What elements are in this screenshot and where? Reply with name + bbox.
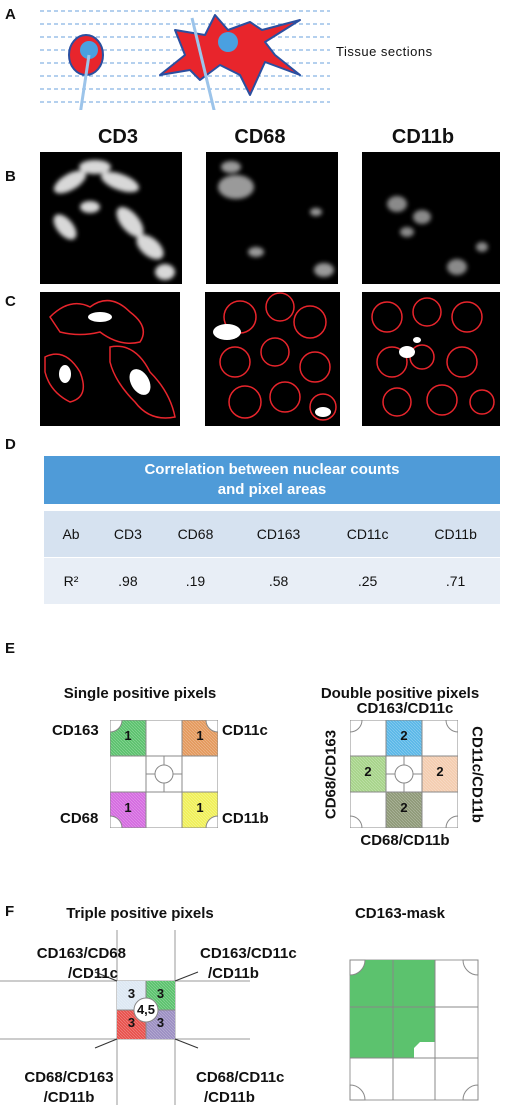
table-header-cell: CD68 <box>157 510 234 558</box>
table-header-cell: Ab <box>44 510 98 558</box>
lymphocyte-cell-icon <box>68 34 104 76</box>
table-cell: .19 <box>157 557 234 604</box>
table-title: Correlation between nuclear counts and p… <box>44 456 500 504</box>
triple-positive-title: Triple positive pixels <box>66 905 214 922</box>
triple-label-tl-line1: CD163/CD68 <box>36 945 126 962</box>
triple-label-bl-line1: CD68/CD163 <box>24 1069 114 1086</box>
table-header-cell: CD11c <box>323 510 412 558</box>
double-num-right: 2 <box>436 764 444 779</box>
table-cell: .71 <box>411 557 500 604</box>
tissue-sections-label: Tissue sections <box>336 44 433 59</box>
marker-title-cd68: CD68 <box>234 126 286 148</box>
single-num-tr: 1 <box>196 728 204 743</box>
double-num-bottom: 2 <box>400 800 408 815</box>
triple-positive-diagram <box>0 930 479 1105</box>
panel-letter-f: F <box>5 903 15 920</box>
table-cell: .58 <box>233 557 324 604</box>
micrograph-cd3 <box>40 152 182 284</box>
correlation-table: Ab CD3 CD68 CD163 CD11c CD11b R² .98 .19… <box>44 510 500 604</box>
panel-letter-a: A <box>5 6 16 23</box>
micrograph-cd11b <box>362 152 500 284</box>
triple-label-tl: CD163/CD68 /CD11c <box>16 944 126 984</box>
single-num-bl: 1 <box>124 800 132 815</box>
table-header-row: Ab CD3 CD68 CD163 CD11c CD11b <box>44 510 500 558</box>
triple-label-tr: CD163/CD11c /CD11b <box>200 944 297 984</box>
marker-title-cd11b: CD11b <box>391 126 455 148</box>
triple-label-tl-line2: /CD11c <box>67 965 118 982</box>
triple-center-label: 4,5 <box>136 1002 156 1017</box>
macrophage-cell-icon <box>159 14 301 96</box>
double-label-right: CD11c/CD11b <box>468 726 486 823</box>
cd163-mask-grid <box>349 959 479 1101</box>
table-cell: .25 <box>323 557 412 604</box>
panel-letter-b: B <box>5 168 16 185</box>
triple-label-tr-line2: /CD11b <box>208 965 259 982</box>
double-label-left: CD68/CD163 <box>322 729 340 820</box>
table-cell: .98 <box>98 557 158 604</box>
table-header-cell: CD11b <box>411 510 500 558</box>
micrograph-cd68 <box>206 152 338 284</box>
triple-num-tr: 3 <box>156 986 165 1001</box>
segmentation-cd3 <box>40 292 180 426</box>
triple-label-bl: CD68/CD163 /CD11b <box>14 1068 124 1108</box>
double-positive-grid <box>350 720 458 828</box>
table-row: R² .98 .19 .58 .25 .71 <box>44 557 500 604</box>
single-label-cd68: CD68 <box>60 810 99 827</box>
table-row-label: R² <box>44 557 98 604</box>
panel-letter-d: D <box>5 436 16 453</box>
single-num-tl: 1 <box>124 728 132 743</box>
panel-a-illustration <box>40 10 330 110</box>
double-num-left: 2 <box>364 764 372 779</box>
triple-label-tr-line1: CD163/CD11c <box>200 945 297 962</box>
double-label-bottom: CD68/CD11b <box>360 832 450 849</box>
single-label-cd11c: CD11c <box>222 722 268 739</box>
table-header-cell: CD163 <box>233 510 324 558</box>
single-label-cd163: CD163 <box>52 722 99 739</box>
table-header-cell: CD3 <box>98 510 158 558</box>
panel-letter-c: C <box>5 293 16 310</box>
table-title-line1: Correlation between nuclear counts <box>144 461 400 478</box>
segmentation-cd11b <box>362 292 500 426</box>
triple-num-tl: 3 <box>127 986 136 1001</box>
single-positive-grid <box>110 720 218 828</box>
double-label-top: CD163/CD11c <box>356 700 454 717</box>
triple-label-bl-line2: /CD11b <box>43 1089 95 1106</box>
table-title-line2: and pixel areas <box>217 481 327 498</box>
panel-letter-e: E <box>5 640 16 657</box>
triple-num-br: 3 <box>156 1015 165 1030</box>
triple-label-br-line2: /CD11b <box>204 1089 255 1106</box>
triple-label-br-line1: CD68/CD11c <box>196 1069 285 1086</box>
segmentation-cd68 <box>205 292 340 426</box>
single-label-cd11b: CD11b <box>222 810 269 827</box>
triple-label-br: CD68/CD11c /CD11b <box>196 1068 284 1108</box>
triple-num-bl: 3 <box>127 1015 136 1030</box>
double-positive-title: Double positive pixels <box>320 685 480 702</box>
cd163-mask-title: CD163-mask <box>354 905 446 922</box>
single-num-br: 1 <box>196 800 204 815</box>
marker-title-cd3: CD3 <box>97 126 138 148</box>
single-positive-title: Single positive pixels <box>63 685 217 702</box>
double-num-top: 2 <box>400 728 408 743</box>
